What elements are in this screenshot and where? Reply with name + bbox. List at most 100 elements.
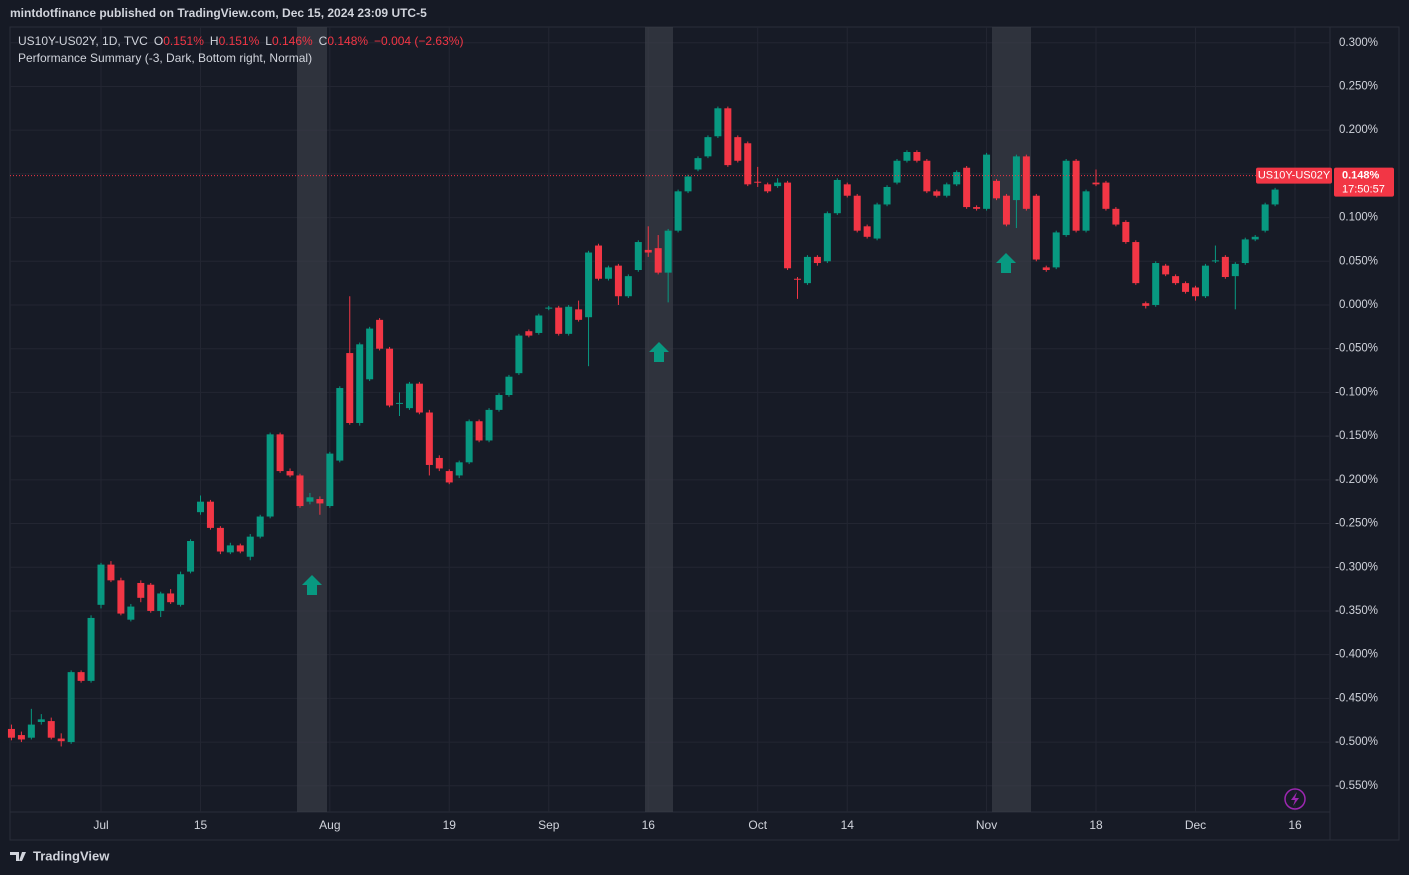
- candle-body: [1221, 256, 1229, 278]
- candle-body: [455, 462, 463, 476]
- ohlc-header: US10Y-US02Y, 1D, TVC O0.151% H0.151% L0.146…: [18, 34, 463, 48]
- published-note: mintdotfinance published on TradingView.…: [10, 6, 427, 20]
- candle-body: [485, 409, 493, 441]
- candle-body: [595, 245, 602, 279]
- candle-body: [853, 195, 861, 231]
- candle-body: [943, 184, 951, 196]
- y-tick-label: -0.300%: [1335, 561, 1378, 573]
- x-tick-label: 15: [194, 818, 208, 832]
- candle-body: [27, 724, 35, 738]
- candle-body: [515, 335, 523, 374]
- candle-body: [197, 501, 204, 513]
- candle-body: [973, 207, 981, 209]
- candle-body: [893, 160, 901, 183]
- candle-body: [913, 152, 921, 161]
- h-value: 0.151%: [219, 34, 260, 48]
- candle-body: [336, 388, 344, 461]
- candle-body: [97, 564, 105, 605]
- candle-body: [157, 593, 165, 611]
- candle-body: [1092, 182, 1100, 185]
- candle-body: [634, 242, 642, 271]
- candle-body: [545, 307, 553, 309]
- candle-body: [396, 402, 403, 404]
- candle-body: [77, 672, 85, 681]
- candle-body: [167, 593, 175, 603]
- l-value: 0.146%: [272, 34, 313, 48]
- candle-body: [1072, 160, 1080, 231]
- candle-body: [983, 154, 991, 209]
- x-tick-label: 18: [1089, 818, 1103, 832]
- candle-body: [684, 176, 692, 192]
- candle-body: [1052, 232, 1060, 268]
- candle-body: [1062, 160, 1070, 236]
- candle-body: [535, 315, 543, 333]
- o-label: O: [154, 34, 163, 48]
- candle-body: [843, 184, 851, 196]
- lightning-icon[interactable]: [1284, 788, 1306, 810]
- y-tick-label: -0.100%: [1335, 386, 1378, 398]
- highlight-zone: [992, 27, 1031, 812]
- candle-body: [1152, 263, 1160, 305]
- candle-body: [883, 186, 891, 205]
- candle-body: [445, 471, 453, 483]
- candle-body: [7, 728, 15, 738]
- candle-body: [475, 421, 483, 441]
- candle-body: [1012, 156, 1020, 201]
- candle-body: [694, 158, 702, 170]
- candle-body: [604, 267, 612, 279]
- price-tag-bg: [1334, 167, 1394, 197]
- candle-body: [784, 182, 792, 269]
- signal-arrow: [302, 575, 322, 595]
- candle-body: [1082, 191, 1090, 231]
- candle-body: [1102, 182, 1110, 209]
- candle-body: [356, 344, 364, 423]
- y-tick-label: -0.550%: [1335, 780, 1378, 792]
- candle-body: [1201, 265, 1209, 297]
- candle-body: [1162, 265, 1170, 275]
- highlight-zone: [297, 27, 327, 812]
- candle-body: [505, 376, 513, 396]
- y-tick-label: -0.500%: [1335, 736, 1378, 748]
- candle-body: [624, 276, 632, 297]
- highlight-zone: [645, 27, 673, 812]
- candle-body: [67, 672, 75, 743]
- candle-body: [17, 735, 25, 740]
- candle-body: [923, 160, 931, 192]
- candle-body: [1032, 195, 1040, 260]
- x-tick-label: Nov: [976, 818, 997, 832]
- y-tick-label: 0.250%: [1339, 80, 1378, 92]
- candle-body: [724, 108, 732, 166]
- candle-body: [525, 331, 533, 336]
- indicator-label: Performance Summary (-3, Dark, Bottom ri…: [18, 51, 312, 65]
- x-tick-label: Oct: [748, 818, 767, 832]
- candle-body: [754, 181, 762, 183]
- candle-body: [774, 182, 782, 187]
- candle-body: [714, 108, 722, 137]
- candle-body: [1261, 204, 1269, 231]
- candle-body: [177, 574, 185, 605]
- candle-body: [1042, 267, 1050, 271]
- symbol-tag-bg: [1256, 167, 1332, 184]
- candle-body: [903, 152, 911, 161]
- price-tag: 0.148%: [1342, 170, 1380, 182]
- candle-body: [286, 471, 294, 476]
- x-tick-label: 14: [841, 818, 855, 832]
- y-tick-label: 0.100%: [1339, 212, 1378, 224]
- candle-body: [37, 719, 45, 722]
- candle-body: [1231, 263, 1239, 277]
- candle-body: [435, 457, 443, 469]
- candle-body: [117, 580, 125, 614]
- candle-body: [276, 434, 284, 472]
- x-tick-label: 16: [1288, 818, 1302, 832]
- y-tick-label: 0.000%: [1339, 299, 1378, 311]
- y-tick-label: -0.450%: [1335, 692, 1378, 704]
- candle-body: [585, 252, 593, 318]
- candle-body: [555, 307, 563, 334]
- candle-body: [744, 143, 752, 185]
- candle-body: [206, 501, 214, 528]
- candle-body: [236, 545, 244, 552]
- candle-body: [465, 421, 473, 463]
- candle-body: [306, 497, 314, 502]
- l-label: L: [265, 34, 272, 48]
